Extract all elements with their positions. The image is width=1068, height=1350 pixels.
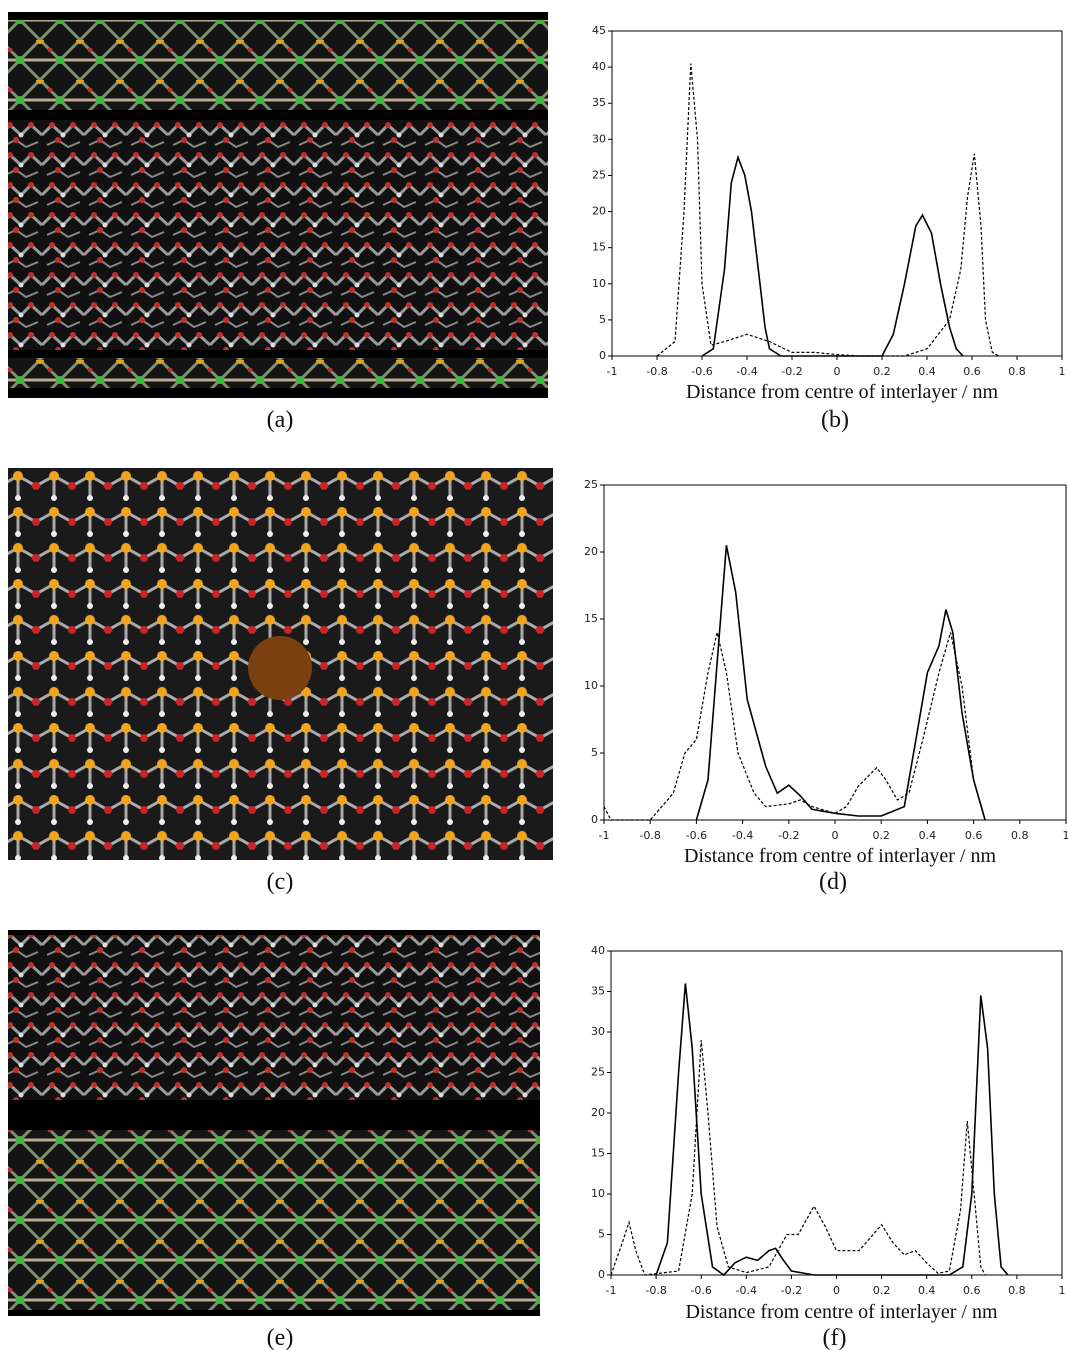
y-tick-label: 20 bbox=[592, 205, 606, 218]
chart-caption: (d) bbox=[819, 869, 847, 895]
x-tick-label: -0.4 bbox=[736, 365, 757, 378]
chart-caption: (f) bbox=[823, 1325, 847, 1350]
data-line bbox=[695, 545, 986, 821]
x-tick-label: -0.2 bbox=[778, 829, 799, 842]
data-line bbox=[603, 632, 986, 821]
x-tick-label: -0.6 bbox=[691, 365, 712, 378]
x-tick-label: -1 bbox=[599, 829, 610, 842]
x-tick-label: 1 bbox=[1059, 1284, 1066, 1297]
x-tick-label: 0 bbox=[834, 365, 841, 378]
y-tick-label: 10 bbox=[584, 679, 598, 692]
y-tick-label: 35 bbox=[592, 96, 606, 109]
y-tick-label: 5 bbox=[598, 1228, 605, 1241]
x-tick-label: 0.8 bbox=[1011, 829, 1029, 842]
plot-frame bbox=[610, 950, 1063, 1276]
image-caption: (e) bbox=[267, 1325, 294, 1350]
x-axis-label: Distance from centre of interlayer / nm bbox=[686, 381, 999, 403]
x-tick-label: 0.2 bbox=[873, 1284, 891, 1297]
y-tick-label: 30 bbox=[592, 132, 606, 145]
x-tick-label: -0.2 bbox=[781, 365, 802, 378]
x-tick-label: -0.8 bbox=[645, 1284, 666, 1297]
y-tick-label: 5 bbox=[599, 313, 606, 326]
y-tick-label: 0 bbox=[598, 1268, 605, 1281]
x-tick-label: -1 bbox=[606, 1284, 617, 1297]
x-tick-label: 0.8 bbox=[1008, 1284, 1026, 1297]
x-axis-label: Distance from centre of interlayer / nm bbox=[684, 845, 997, 867]
x-tick-label: 0.2 bbox=[873, 365, 891, 378]
image-caption: (c) bbox=[267, 869, 294, 895]
y-tick-label: 25 bbox=[584, 478, 598, 491]
x-tick-label: 0.6 bbox=[965, 829, 983, 842]
x-tick-label: -0.4 bbox=[732, 829, 753, 842]
x-tick-label: -0.4 bbox=[736, 1284, 757, 1297]
x-tick-label: 0.6 bbox=[963, 365, 981, 378]
x-axis-label: Distance from centre of interlayer / nm bbox=[685, 1301, 998, 1323]
plot-frame bbox=[611, 30, 1063, 357]
y-tick-label: 15 bbox=[591, 1147, 605, 1160]
x-tick-label: -0.6 bbox=[690, 1284, 711, 1297]
x-tick-label: 0.6 bbox=[963, 1284, 981, 1297]
x-tick-label: 0 bbox=[832, 829, 839, 842]
image-e bbox=[8, 930, 540, 1316]
x-tick-label: -0.2 bbox=[781, 1284, 802, 1297]
x-tick-label: 1 bbox=[1059, 365, 1066, 378]
data-line bbox=[656, 63, 1000, 357]
y-tick-label: 45 bbox=[592, 24, 606, 37]
x-tick-label: -0.6 bbox=[686, 829, 707, 842]
y-tick-label: 10 bbox=[592, 277, 606, 290]
x-tick-label: 0.2 bbox=[872, 829, 890, 842]
y-tick-label: 20 bbox=[584, 545, 598, 558]
x-tick-label: -0.8 bbox=[639, 829, 660, 842]
x-tick-label: 0 bbox=[833, 1284, 840, 1297]
y-tick-label: 15 bbox=[592, 241, 606, 254]
plot-frame bbox=[603, 484, 1067, 821]
y-tick-label: 20 bbox=[591, 1106, 605, 1119]
chart-caption: (b) bbox=[821, 407, 849, 433]
y-tick-label: 15 bbox=[584, 612, 598, 625]
data-line bbox=[655, 983, 1009, 1277]
data-line bbox=[701, 154, 964, 357]
y-tick-label: 40 bbox=[591, 944, 605, 957]
x-tick-label: 0.8 bbox=[1008, 365, 1026, 378]
x-tick-label: 0.4 bbox=[919, 829, 937, 842]
ion bbox=[248, 636, 312, 700]
x-tick-label: 1 bbox=[1063, 829, 1068, 842]
y-tick-label: 25 bbox=[592, 168, 606, 181]
image-a bbox=[8, 12, 548, 398]
y-tick-label: 5 bbox=[591, 746, 598, 759]
y-tick-label: 0 bbox=[591, 813, 598, 826]
x-tick-label: -0.8 bbox=[646, 365, 667, 378]
y-tick-label: 10 bbox=[591, 1187, 605, 1200]
y-tick-label: 40 bbox=[592, 60, 606, 73]
y-tick-label: 35 bbox=[591, 985, 605, 998]
y-tick-label: 25 bbox=[591, 1066, 605, 1079]
y-tick-label: 0 bbox=[599, 349, 606, 362]
image-caption: (a) bbox=[267, 407, 294, 433]
x-tick-label: 0.4 bbox=[918, 1284, 936, 1297]
y-tick-label: 30 bbox=[591, 1025, 605, 1038]
x-tick-label: -1 bbox=[607, 365, 618, 378]
x-tick-label: 0.4 bbox=[918, 365, 936, 378]
